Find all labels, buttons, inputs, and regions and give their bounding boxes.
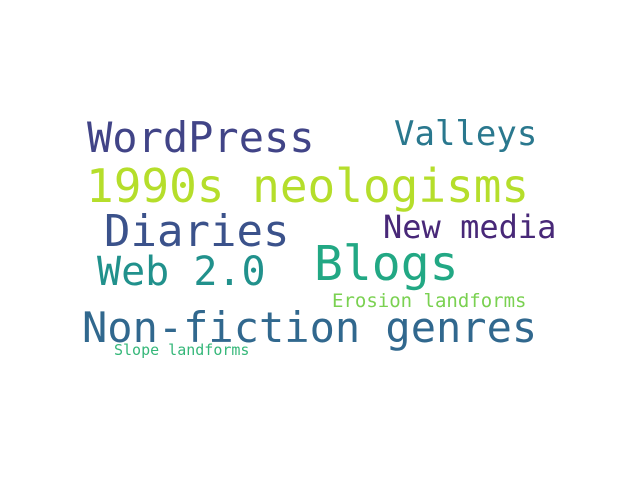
word-wordpress: WordPress: [87, 113, 315, 162]
word-diaries: Diaries: [104, 206, 290, 257]
word-new-media: New media: [383, 208, 557, 246]
word-1990s-neologisms: 1990s neologisms: [86, 159, 530, 213]
word-erosion-landforms: Erosion landforms: [332, 290, 527, 312]
word-non-fiction-genres: Non-fiction genres: [82, 303, 538, 352]
word-valleys: Valleys: [394, 114, 538, 154]
word-web-2-0: Web 2.0: [97, 249, 266, 295]
word-slope-landforms: Slope landforms: [114, 341, 250, 359]
word-blogs: Blogs: [314, 236, 459, 292]
